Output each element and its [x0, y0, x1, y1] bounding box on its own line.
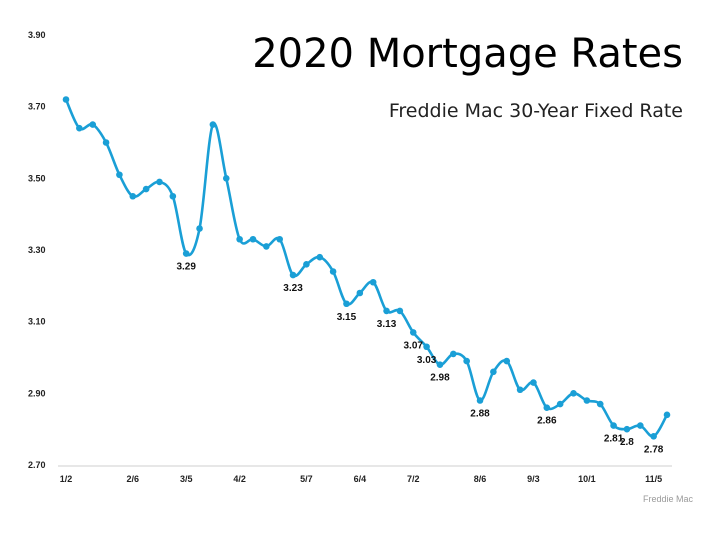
- data-point: [409, 329, 417, 336]
- data-point: [142, 185, 150, 193]
- data-point: [102, 139, 110, 146]
- y-tick-label: 3.10: [28, 317, 46, 327]
- data-label: 2.98: [430, 373, 450, 384]
- data-point: [396, 307, 404, 315]
- data-label: 2.81: [604, 434, 624, 445]
- data-label: 3.13: [377, 319, 397, 330]
- data-point: [222, 175, 230, 182]
- data-point: [116, 171, 123, 179]
- data-point: [209, 121, 217, 128]
- x-tick-label: 11/5: [645, 474, 662, 484]
- x-tick-label: 5/7: [300, 474, 313, 484]
- data-point: [556, 400, 564, 408]
- data-point: [503, 357, 511, 365]
- data-point: [276, 235, 283, 243]
- x-tick-label: 3/5: [180, 474, 193, 484]
- data-label: 2.78: [644, 444, 664, 455]
- data-point: [249, 235, 257, 243]
- data-label: 2.88: [470, 409, 490, 420]
- y-tick-label: 3.50: [28, 173, 46, 183]
- x-tick-label: 2/6: [127, 474, 140, 484]
- data-point: [650, 433, 657, 440]
- data-point: [623, 425, 631, 433]
- y-tick-label: 3.70: [28, 102, 46, 112]
- data-point: [303, 261, 310, 268]
- y-tick-label: 3.30: [28, 245, 46, 255]
- data-point: [476, 397, 484, 404]
- chart-title: 2020 Mortgage Rates: [252, 31, 683, 77]
- data-point: [129, 192, 137, 200]
- data-point: [156, 178, 163, 186]
- data-point: [596, 400, 604, 408]
- x-tick-label: 6/4: [354, 474, 367, 484]
- data-point: [610, 422, 617, 429]
- data-point: [636, 422, 644, 429]
- data-point: [436, 361, 444, 368]
- data-point: [356, 289, 364, 297]
- x-tick-label: 1/2: [60, 474, 73, 484]
- y-axis-ticks: 2.70 2.90 3.10 3.30 3.50 3.70 3.90: [28, 30, 46, 470]
- y-tick-label: 2.90: [28, 388, 46, 398]
- data-point: [343, 300, 350, 308]
- data-point: [62, 96, 70, 103]
- x-tick-label: 10/1: [578, 474, 596, 484]
- data-point: [263, 243, 270, 250]
- data-label: 3.29: [176, 262, 196, 273]
- data-point: [423, 343, 430, 351]
- x-tick-label: 7/2: [407, 474, 420, 484]
- data-point: [543, 404, 551, 411]
- data-label: 3.07: [404, 340, 424, 351]
- data-point: [463, 357, 470, 365]
- data-label: 2.86: [537, 416, 557, 427]
- data-point: [196, 225, 203, 232]
- data-point: [369, 278, 377, 286]
- data-point: [450, 350, 457, 358]
- data-point: [530, 379, 537, 386]
- data-point: [289, 271, 297, 279]
- x-tick-label: 8/6: [474, 474, 487, 484]
- source-note: Freddie Mac: [643, 494, 694, 504]
- x-axis-ticks: 1/2 2/6 3/5 4/2 5/7 6/4 7/2 8/6 9/3 10/1 11/5: [60, 474, 662, 484]
- data-point: [182, 250, 190, 257]
- data-point: [516, 386, 524, 394]
- y-tick-label: 2.70: [28, 460, 46, 470]
- data-label: 2.8: [620, 437, 634, 448]
- series-line: [64, 98, 669, 438]
- data-point: [570, 390, 577, 397]
- data-point: [76, 124, 83, 132]
- data-point: [490, 368, 497, 376]
- data-point: [236, 235, 243, 243]
- data-point: [663, 411, 671, 419]
- data-point: [583, 397, 591, 404]
- data-point: [329, 268, 337, 275]
- data-point: [169, 192, 177, 200]
- x-tick-label: 4/2: [233, 474, 246, 484]
- data-label: 3.15: [337, 312, 357, 323]
- x-tick-label: 9/3: [527, 474, 540, 484]
- chart-subtitle: Freddie Mac 30-Year Fixed Rate: [389, 100, 683, 122]
- y-tick-label: 3.90: [28, 30, 46, 40]
- data-label: 3.23: [283, 283, 303, 294]
- data-point: [89, 121, 97, 128]
- data-point: [316, 253, 324, 261]
- data-label: 3.03: [417, 355, 437, 366]
- data-labels: 3.29 3.23 3.15 3.13 3.07 3.03 2.98 2.88 2.86 2.81…: [176, 262, 663, 456]
- series-group: [62, 96, 671, 440]
- data-point: [383, 307, 390, 315]
